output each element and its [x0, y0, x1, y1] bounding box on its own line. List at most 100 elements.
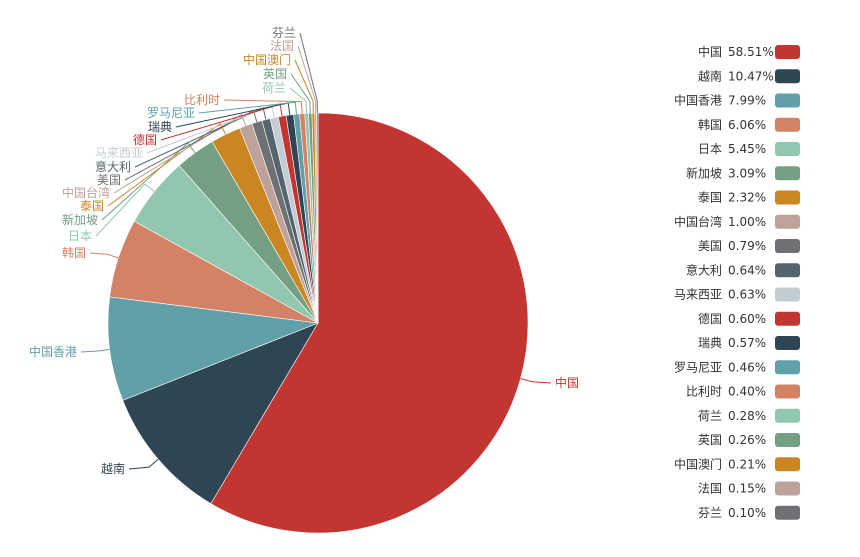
pie-slices	[107, 112, 529, 534]
legend-item-12-value: 0.60%	[728, 312, 766, 326]
legend-item-10[interactable]: 意大利 0.64%	[686, 262, 800, 278]
legend-item-8-value: 1.00%	[728, 215, 766, 229]
slice-20-label: 芬兰	[272, 26, 296, 40]
legend-item-17-value: 0.26%	[728, 433, 766, 447]
legend-item-2-value: 10.47%	[728, 69, 774, 83]
legend-item-12-swatch	[775, 311, 800, 326]
slice-18-leader-line	[294, 59, 314, 114]
legend-item-16-value: 0.28%	[728, 409, 766, 423]
legend-item-20[interactable]: 芬兰 0.10%	[698, 505, 800, 520]
legend-item-16-swatch	[775, 408, 800, 423]
slice-2-wedge[interactable]	[122, 322, 319, 505]
legend-item-10-value: 0.64%	[728, 263, 766, 277]
legend-item-9[interactable]: 美国 0.79%	[698, 239, 800, 253]
slice-2-label: 越南	[101, 461, 125, 476]
slice-8-leader-line	[113, 113, 247, 194]
legend-item-20-swatch	[775, 505, 800, 520]
legend-item-6-name: 新加坡	[686, 165, 722, 180]
legend-item-4-swatch	[775, 117, 800, 132]
legend-item-18-name: 中国澳门	[674, 456, 722, 471]
legend-item-11-name: 马来西亚	[674, 288, 722, 302]
legend-item-11[interactable]: 马来西亚 0.63%	[674, 287, 800, 302]
legend-item-15-name: 比利时	[686, 385, 722, 399]
legend-item-2[interactable]: 越南 10.47%	[698, 68, 800, 84]
legend-item-16-name: 荷兰	[698, 409, 722, 423]
slice-19-leader-line	[297, 45, 317, 114]
legend-item-20-name: 芬兰	[698, 506, 722, 520]
legend-item-4-name: 韩国	[698, 117, 722, 132]
legend-item-15[interactable]: 比利时 0.40%	[686, 384, 800, 399]
legend: 中国 58.51% 越南 10.47% 中国香港 7.99% 韩国 6.06% 日本 5.45% 新…	[674, 44, 800, 520]
slice-15-leader-line	[223, 99, 303, 114]
legend-item-1-name: 中国	[698, 44, 722, 59]
legend-item-8-swatch	[775, 214, 800, 229]
legend-item-1[interactable]: 中国 58.51%	[698, 44, 800, 59]
slice-18-label: 中国澳门	[243, 52, 291, 67]
slice-10-label: 意大利	[95, 159, 131, 174]
legend-item-9-swatch	[775, 239, 800, 253]
legend-item-14-value: 0.46%	[728, 360, 766, 374]
legend-item-14-swatch	[775, 360, 800, 375]
legend-item-5-value: 5.45%	[728, 142, 766, 156]
legend-item-13-swatch	[775, 336, 800, 350]
slice-2-leader-line	[128, 458, 159, 470]
legend-item-4-value: 6.06%	[728, 118, 766, 132]
legend-item-14-name: 罗马尼亚	[674, 360, 722, 374]
legend-item-12-name: 德国	[698, 311, 722, 326]
slice-4-leader-line	[89, 252, 119, 259]
slice-7-leader-line	[107, 122, 227, 207]
slice-16-label: 荷兰	[262, 81, 286, 95]
legend-item-20-value: 0.10%	[728, 506, 766, 520]
slice-6-label: 新加坡	[62, 212, 98, 227]
legend-item-3-value: 7.99%	[728, 94, 766, 108]
slice-4-label: 韩国	[62, 245, 86, 260]
legend-item-19-swatch	[775, 481, 800, 496]
legend-item-13[interactable]: 瑞典 0.57%	[698, 336, 800, 350]
slice-11-leader-line	[146, 105, 275, 154]
legend-item-3[interactable]: 中国香港 7.99%	[674, 93, 800, 108]
legend-item-5-name: 日本	[698, 142, 722, 156]
legend-item-13-name: 瑞典	[698, 336, 722, 350]
legend-item-19[interactable]: 法国 0.15%	[698, 481, 800, 496]
legend-item-3-name: 中国香港	[674, 93, 722, 108]
legend-item-5-swatch	[775, 142, 800, 156]
legend-item-6[interactable]: 新加坡 3.09%	[686, 165, 800, 181]
legend-item-8-name: 中国台湾	[674, 214, 722, 229]
slice-3-label: 中国香港	[29, 344, 77, 359]
legend-item-1-swatch	[775, 45, 800, 59]
legend-item-17-name: 英国	[698, 433, 722, 447]
slice-3-wedge[interactable]	[107, 296, 319, 401]
slice-5-leader-line	[95, 183, 155, 237]
legend-item-14[interactable]: 罗马尼亚 0.46%	[674, 360, 800, 375]
legend-item-10-name: 意大利	[686, 262, 722, 277]
slice-5-label: 日本	[68, 229, 92, 243]
legend-item-8[interactable]: 中国台湾 1.00%	[674, 214, 800, 229]
legend-item-4[interactable]: 韩国 6.06%	[698, 117, 800, 132]
slice-3-leader-line	[80, 349, 110, 353]
legend-item-17[interactable]: 英国 0.26%	[698, 433, 800, 447]
slice-17-leader-line	[290, 73, 311, 114]
slice-20-leader-line	[299, 32, 318, 113]
slice-1-leader-line	[520, 378, 552, 384]
slice-9-label: 美国	[97, 173, 121, 187]
legend-item-5[interactable]: 日本 5.45%	[698, 142, 800, 156]
slice-11-label: 马来西亚	[95, 146, 143, 160]
legend-item-12[interactable]: 德国 0.60%	[698, 311, 800, 326]
slice-14-leader-line	[198, 101, 297, 115]
legend-item-7-swatch	[775, 190, 800, 205]
legend-item-15-swatch	[775, 384, 800, 399]
slice-16-leader-line	[289, 87, 308, 114]
legend-item-6-value: 3.09%	[728, 166, 766, 180]
legend-item-7[interactable]: 泰国 2.32%	[698, 190, 800, 205]
slice-13-label: 瑞典	[148, 120, 172, 134]
legend-item-17-swatch	[775, 433, 800, 447]
legend-item-13-value: 0.57%	[728, 336, 766, 350]
legend-item-2-name: 越南	[698, 68, 722, 83]
legend-item-18[interactable]: 中国澳门 0.21%	[674, 456, 800, 472]
legend-item-16[interactable]: 荷兰 0.28%	[698, 408, 800, 423]
legend-item-7-name: 泰国	[698, 191, 722, 205]
legend-item-9-value: 0.79%	[728, 239, 766, 253]
